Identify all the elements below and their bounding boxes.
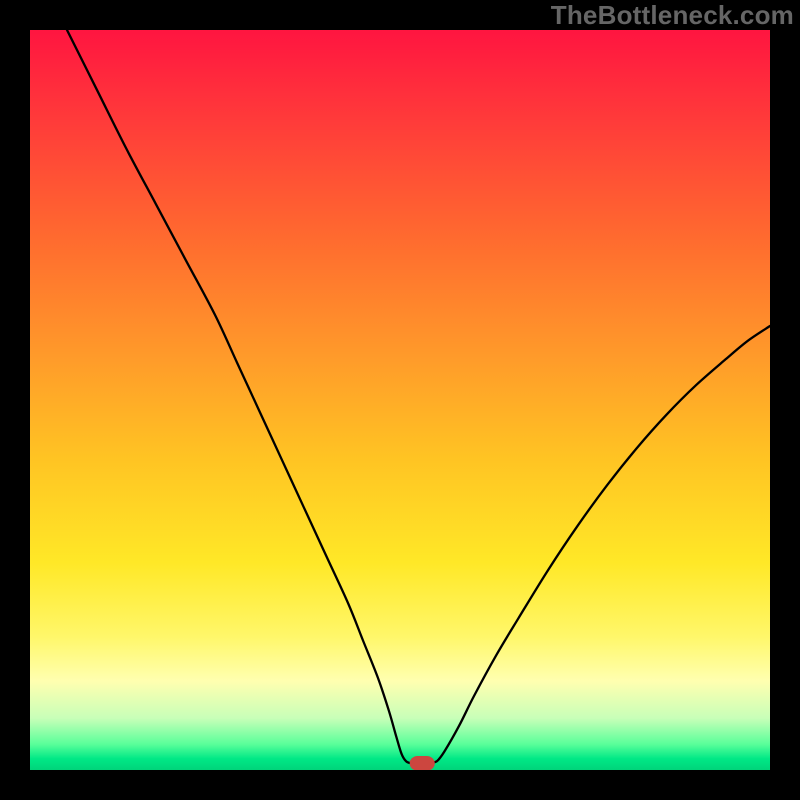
plot-area [30, 30, 770, 770]
watermark-text: TheBottleneck.com [551, 0, 794, 31]
chart-frame: TheBottleneck.com [0, 0, 800, 800]
bottleneck-chart-svg [30, 30, 770, 770]
optimum-marker [410, 756, 435, 770]
gradient-background [30, 30, 770, 770]
